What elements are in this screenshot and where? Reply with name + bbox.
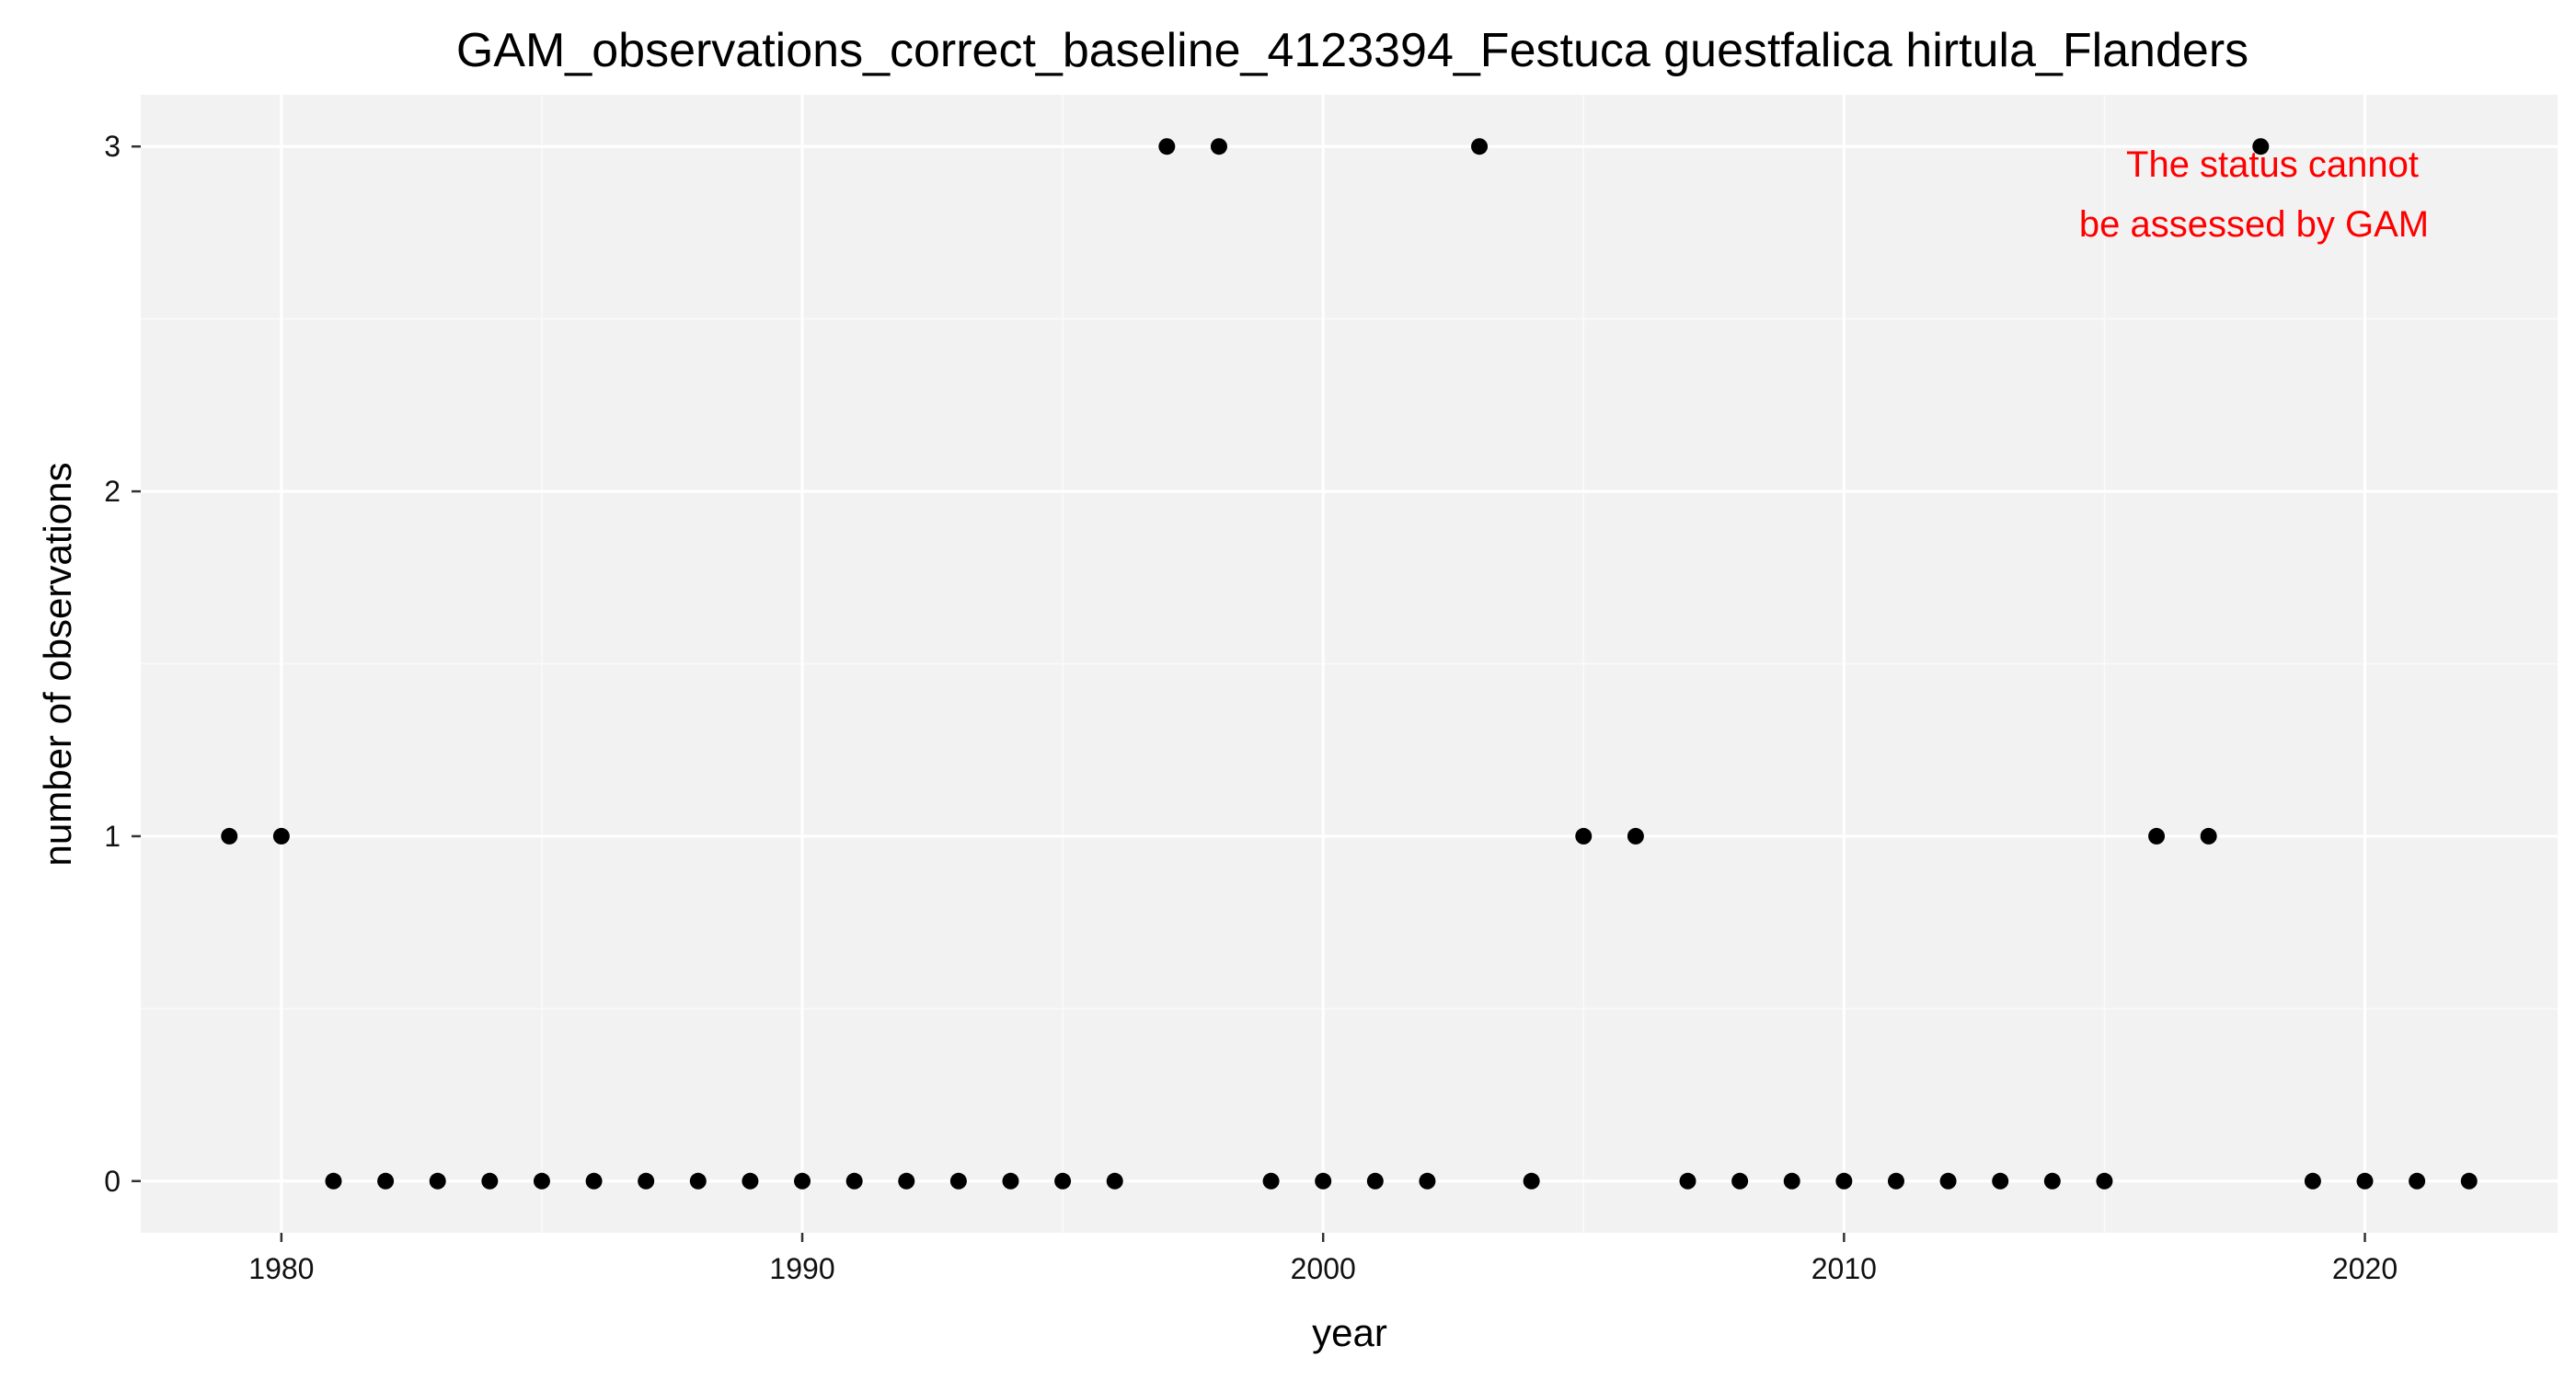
data-point [1523, 1172, 1540, 1190]
x-tick-label: 1980 [248, 1252, 314, 1285]
data-point [1106, 1172, 1123, 1190]
data-point [481, 1172, 499, 1190]
annotation: The status cannot be assessed by GAM [2079, 144, 2429, 245]
y-axis-label: number of observations [36, 463, 79, 867]
axis-ticks: 1980 1990 2000 2010 2020 0 1 2 3 [104, 130, 2398, 1285]
data-point [1783, 1172, 1800, 1190]
grid-minor [141, 95, 2558, 1233]
annotation-line-1: The status cannot [2126, 144, 2419, 185]
x-tick-label: 2020 [2332, 1252, 2398, 1285]
x-tick-label: 2010 [1811, 1252, 1877, 1285]
data-point [2252, 138, 2270, 155]
x-axis-label: year [1312, 1311, 1387, 1354]
data-point [1731, 1172, 1749, 1190]
data-point [2409, 1172, 2426, 1190]
data-point [1939, 1172, 1957, 1190]
grid-major [141, 95, 2558, 1233]
data-point [1679, 1172, 1696, 1190]
y-tick-label: 3 [104, 130, 121, 163]
data-point [1835, 1172, 1853, 1190]
data-point [1262, 1172, 1280, 1190]
x-tick-label: 1990 [769, 1252, 834, 1285]
data-point [1002, 1172, 1019, 1190]
data-point [2043, 1172, 2061, 1190]
y-tick-label: 2 [104, 475, 121, 508]
data-point [1419, 1172, 1436, 1190]
data-point [2148, 827, 2166, 845]
data-point [742, 1172, 759, 1190]
data-point [272, 827, 290, 845]
data-point [377, 1172, 395, 1190]
data-point [1054, 1172, 1072, 1190]
data-point [1471, 138, 1489, 155]
annotation-line-2: be assessed by GAM [2079, 204, 2429, 245]
data-point [1575, 827, 1593, 845]
data-point [1887, 1172, 1904, 1190]
data-point [221, 827, 238, 845]
data-point [2304, 1172, 2321, 1190]
chart-title: GAM_observations_correct_baseline_412339… [456, 24, 2248, 77]
data-point [794, 1172, 811, 1190]
y-tick-label: 1 [104, 820, 121, 853]
data-point [638, 1172, 655, 1190]
data-point [2356, 1172, 2374, 1190]
data-point [1158, 138, 1176, 155]
x-tick-label: 2000 [1291, 1252, 1356, 1285]
data-point [949, 1172, 967, 1190]
data-point [1315, 1172, 1332, 1190]
data-point [1627, 827, 1644, 845]
data-point [533, 1172, 550, 1190]
data-point [2200, 827, 2217, 845]
data-point [1210, 138, 1227, 155]
data-point [325, 1172, 342, 1190]
y-tick-label: 0 [104, 1165, 121, 1198]
data-point [1992, 1172, 2009, 1190]
data-point [845, 1172, 863, 1190]
data-point [585, 1172, 603, 1190]
data-point [429, 1172, 446, 1190]
data-points [221, 138, 2478, 1190]
data-point [689, 1172, 707, 1190]
data-point [2096, 1172, 2113, 1190]
data-point [2460, 1172, 2478, 1190]
data-point [1366, 1172, 1384, 1190]
data-point [898, 1172, 915, 1190]
